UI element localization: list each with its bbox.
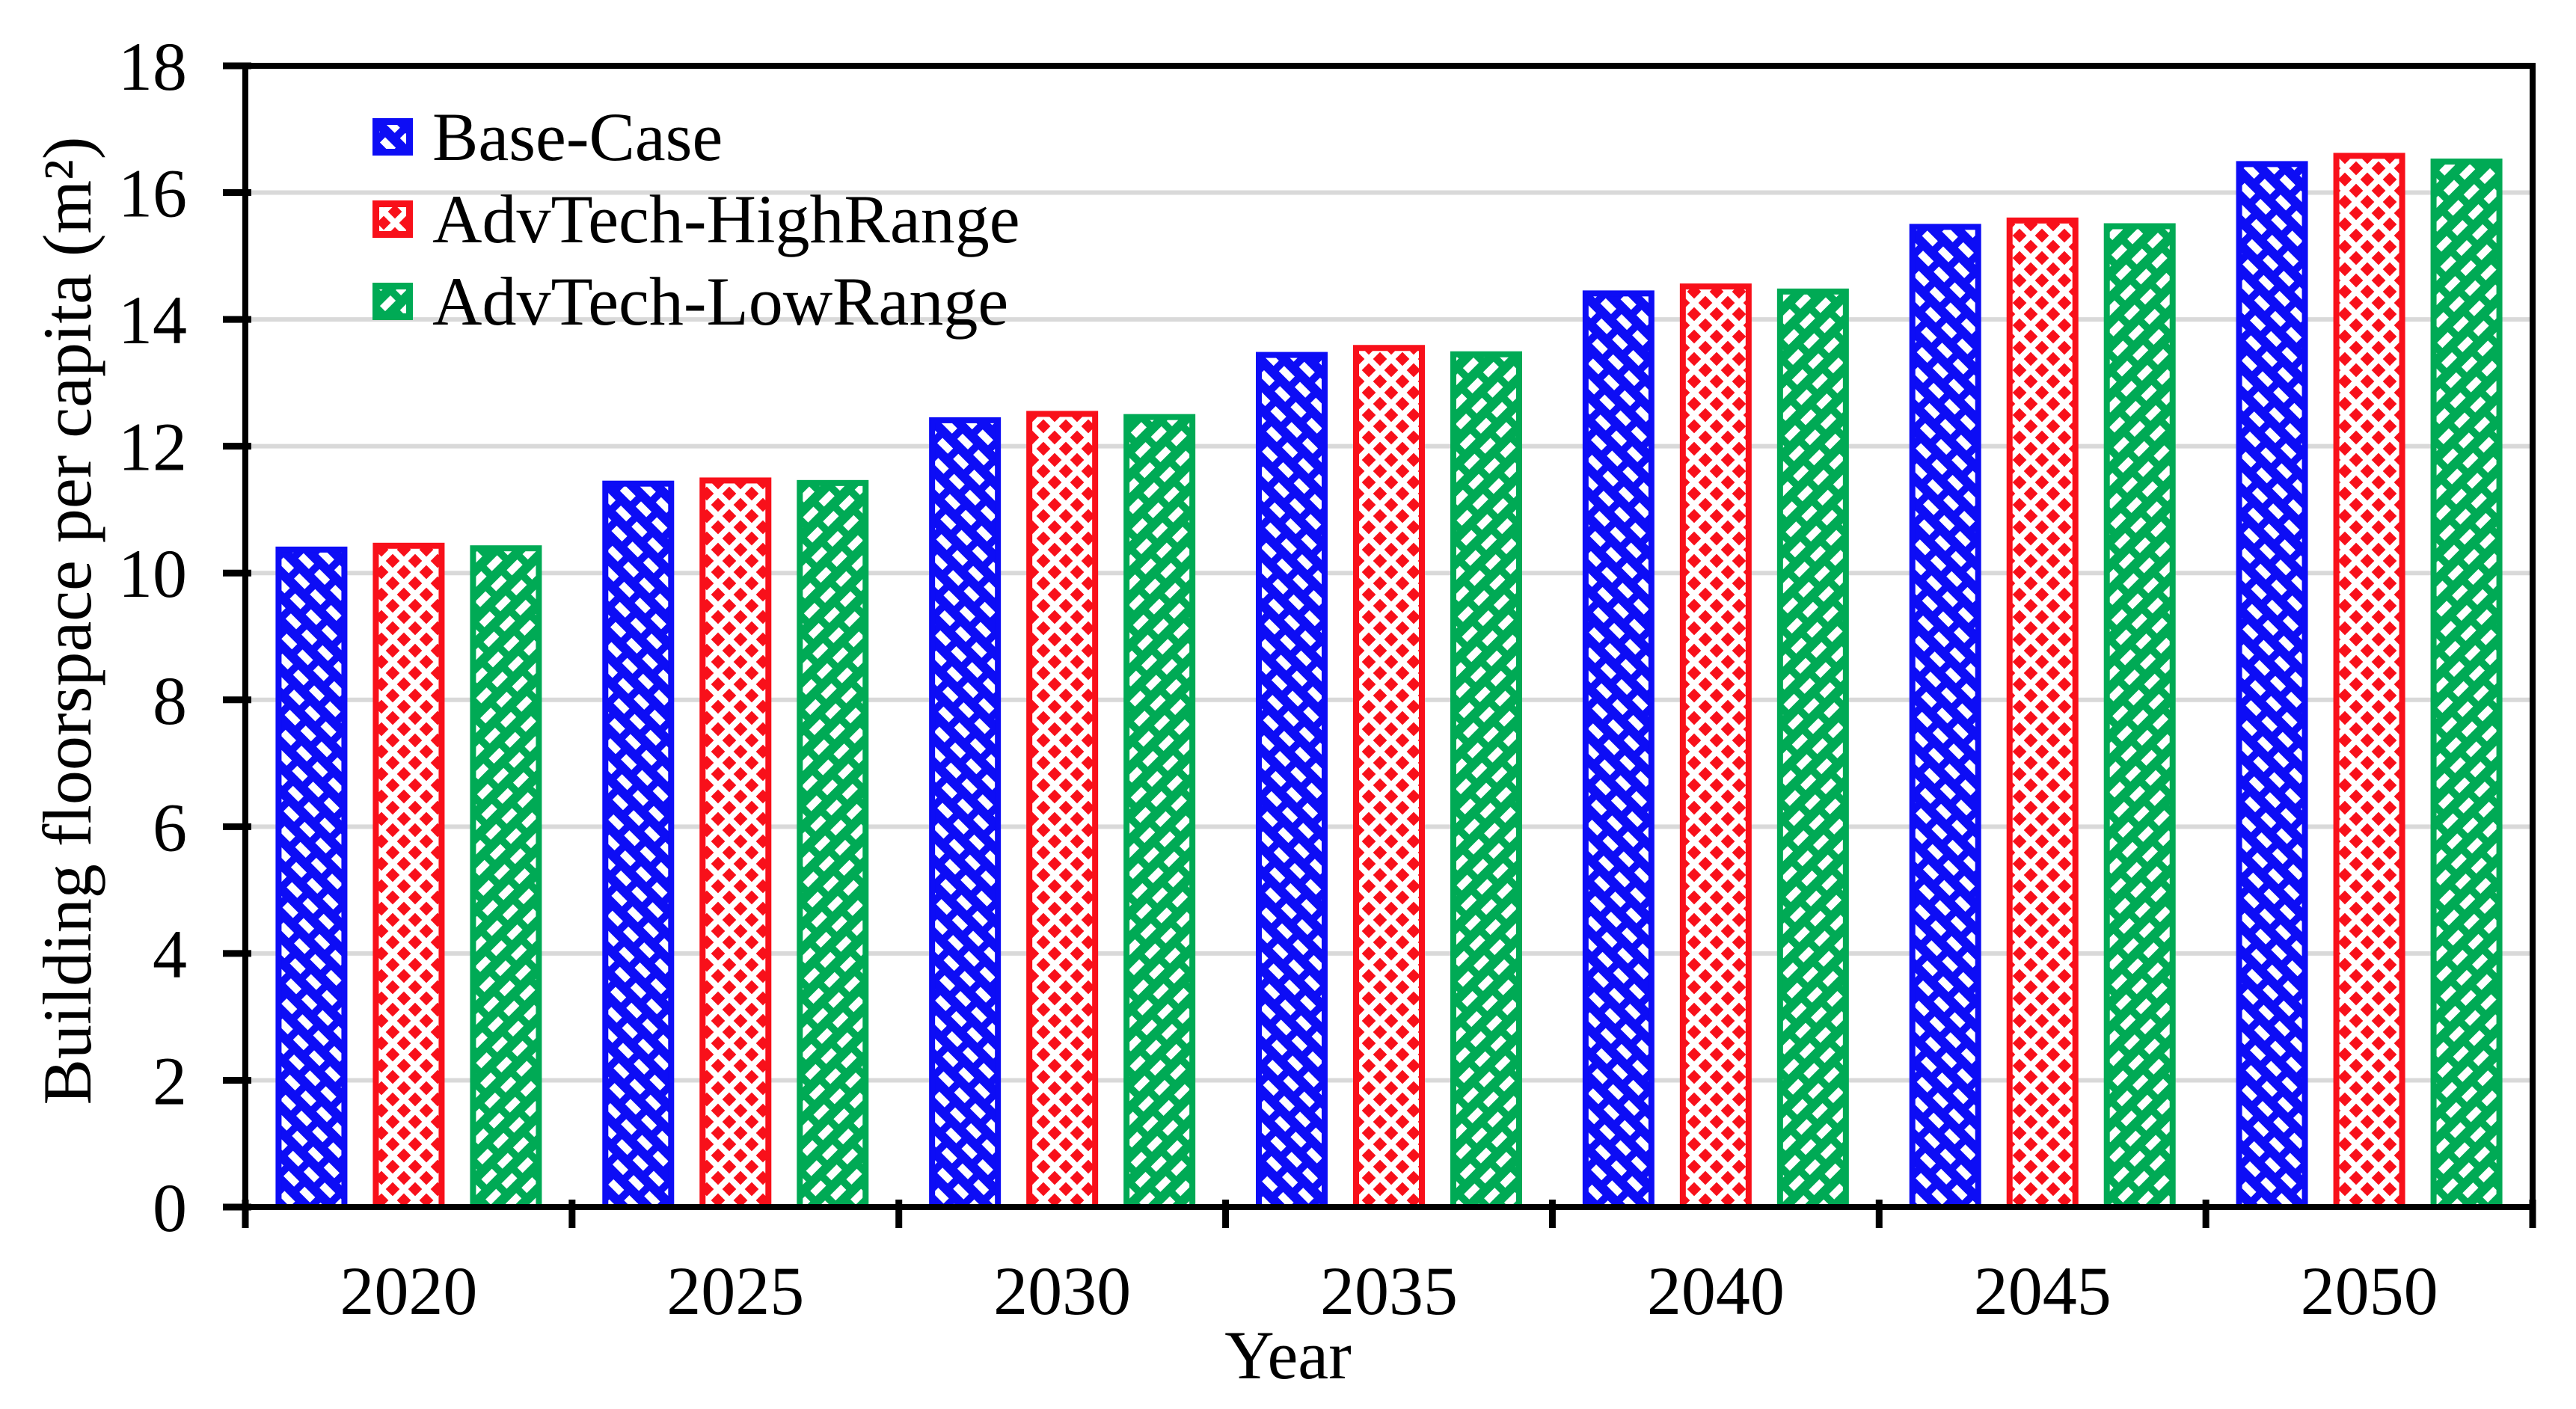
y-tick-label: 6 <box>153 789 187 865</box>
bar <box>1582 290 1655 1211</box>
x-tick-label: 2030 <box>993 1253 1131 1329</box>
bar <box>1123 414 1196 1210</box>
legend-item-advtech-highrange: AdvTech-HighRange <box>372 178 1020 260</box>
bar <box>1353 345 1425 1210</box>
y-tick-label: 12 <box>118 409 187 485</box>
bar <box>372 542 445 1210</box>
bar <box>699 477 772 1210</box>
legend-label-advtech-highrange: AdvTech-HighRange <box>432 181 1020 257</box>
y-tick-label: 10 <box>118 535 187 612</box>
legend-item-base-case: Base-Case <box>372 96 1020 178</box>
bar <box>1776 288 1849 1211</box>
bar <box>2236 161 2308 1211</box>
bar <box>797 479 869 1210</box>
x-tick-label: 2035 <box>1320 1253 1458 1329</box>
x-tick-label: 2025 <box>666 1253 804 1329</box>
bar <box>1256 352 1328 1210</box>
x-axis-ticks: 2020 2025 2030 2035 2040 2045 2050 <box>242 1200 2536 1329</box>
x-tick-label: 2050 <box>2301 1253 2438 1329</box>
bar <box>2103 223 2176 1210</box>
legend-swatch-advtech-highrange-icon <box>372 200 413 238</box>
y-tick-label: 2 <box>153 1043 187 1119</box>
bar <box>1679 283 1752 1211</box>
legend-swatch-base-case-icon <box>372 118 413 156</box>
bar <box>1909 224 1981 1210</box>
y-axis-title: Building floorspace per capita (m²) <box>29 136 105 1105</box>
plot-border <box>242 63 2536 1210</box>
bar <box>1026 411 1099 1210</box>
x-tick-label: 2020 <box>340 1253 477 1329</box>
legend-item-advtech-lowrange: AdvTech-LowRange <box>372 260 1020 343</box>
x-tick-label: 2040 <box>1647 1253 1785 1329</box>
legend-label-base-case: Base-Case <box>432 99 723 175</box>
bar <box>929 417 1002 1210</box>
bar <box>470 545 542 1210</box>
legend-label-advtech-lowrange: AdvTech-LowRange <box>432 263 1009 340</box>
bar <box>2006 217 2079 1210</box>
y-tick-label: 0 <box>153 1170 187 1246</box>
bar <box>2333 153 2405 1211</box>
y-tick-label: 8 <box>153 663 187 739</box>
x-tick-label: 2045 <box>1974 1253 2112 1329</box>
legend: Base-Case AdvTech-HighRange AdvTech-LowR… <box>372 96 1020 343</box>
bar <box>1450 351 1522 1210</box>
y-tick-label: 18 <box>118 28 187 105</box>
y-axis-ticks: 0 2 4 6 8 10 12 14 16 18 <box>118 28 251 1246</box>
bars <box>275 153 2503 1211</box>
y-tick-label: 16 <box>118 156 187 232</box>
y-tick-label: 4 <box>153 916 187 992</box>
legend-swatch-advtech-lowrange-icon <box>372 283 413 320</box>
x-axis-title: Year <box>1224 1317 1352 1393</box>
bar <box>275 546 348 1210</box>
bar <box>602 480 675 1210</box>
bar <box>2430 159 2503 1211</box>
y-tick-label: 14 <box>118 282 187 358</box>
